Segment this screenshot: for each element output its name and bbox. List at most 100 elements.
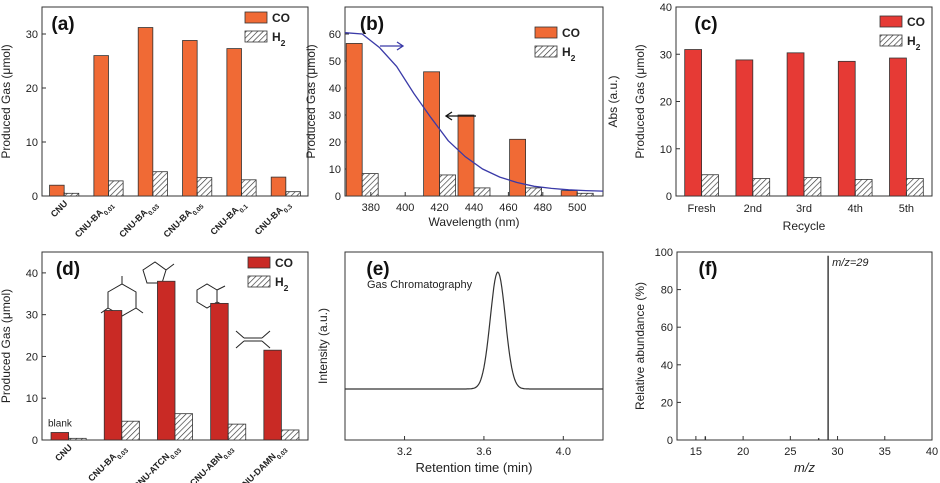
panel-f-ylabel: Relative abundance (%) <box>633 282 647 410</box>
panel-b-panel-label: (b) <box>360 14 384 35</box>
panel-c-bar-co <box>837 60 856 197</box>
panel-a-bar-h2 <box>241 179 257 197</box>
panel-f-xtick-label: 35 <box>879 446 891 458</box>
panel-b-ytick-label: 30 <box>329 110 341 122</box>
panel-c-ytick-label: 10 <box>660 144 672 156</box>
panel-a-ytick-label: 10 <box>26 137 38 149</box>
panel-c-legend-swatch <box>879 15 903 28</box>
panel-e-chromatogram-line <box>345 271 603 390</box>
panel-a-xtick-label: CNU-BA0.03 <box>117 198 161 242</box>
panel-b-legend-swatch <box>534 45 558 58</box>
panel-d-legend-swatch <box>247 256 271 269</box>
panel-d-xtick-label: CNU-ATCN0.03 <box>131 442 183 483</box>
panel-a-bar-h2 <box>196 177 213 197</box>
panel-d-ylabel: Produced Gas (μmol) <box>0 289 13 403</box>
panel-e-xtick-label: 4.0 <box>556 446 571 458</box>
panel-b-bar-h2 <box>525 187 542 197</box>
panel-d-ytick-label: 10 <box>26 393 38 405</box>
panel-f-panel-label: (f) <box>699 259 718 280</box>
panel-f-xtick-label: 30 <box>831 446 843 458</box>
panel-c-ytick-label: 40 <box>660 2 672 14</box>
panel-b-legend-swatch <box>534 26 558 39</box>
panel-d-ytick-label: 20 <box>26 351 38 363</box>
panel-d-bar-co <box>210 302 229 441</box>
panel-b-ytick-label: 60 <box>329 29 341 41</box>
panel-c-ytick-label: 30 <box>660 49 672 61</box>
panel-a-xtick-label: CNU-BA0.01 <box>73 198 117 242</box>
panel-c-bar-h2 <box>803 177 822 197</box>
panel-a-bar-h2 <box>63 192 80 197</box>
panel-f-ytick-label: 20 <box>661 397 673 409</box>
panel-b-ylabel: Produced Gas (μmol) <box>304 44 318 158</box>
panel-b-bar-co <box>345 43 363 197</box>
panel-a-bar-co <box>182 40 198 197</box>
panel-b-arrow-left-icon <box>444 111 476 121</box>
panel-f-xtick-label: 20 <box>737 446 749 458</box>
panel-b-ytick-label: 40 <box>329 83 341 95</box>
molecule-barbituric-acid-icon <box>100 276 144 317</box>
panel-a-frame <box>41 6 309 197</box>
panel-f-ytick-label: 80 <box>661 285 673 297</box>
panel-a-panel-label: (a) <box>51 14 74 35</box>
panel-b-arrow-right-icon <box>380 41 405 51</box>
panel-f-ytick-label: 100 <box>655 247 673 259</box>
panel-b-legend-label: H2 <box>562 45 576 63</box>
panel-b-bar-co <box>423 71 441 197</box>
panel-d-bar-h2 <box>121 420 140 441</box>
panel-b-xtick-label: 420 <box>430 202 448 214</box>
panel-b-bar-h2 <box>361 173 379 197</box>
panel-b-bar-h2 <box>473 187 491 197</box>
panel-f-frame <box>676 251 933 441</box>
panel-a-xtick-label: CNU-BA0.05 <box>162 198 206 242</box>
panel-d-ytick-label: 40 <box>26 268 38 280</box>
panel-c-xtick-label: Fresh <box>688 203 716 215</box>
panel-a-bar-co <box>270 176 287 197</box>
panel-a-bar-co <box>137 27 154 197</box>
panel-a-bar-h2 <box>108 180 124 197</box>
panel-d-xtick-label: CNU-ABN0.03 <box>188 442 236 483</box>
panel-c-xlabel: Recycle <box>783 219 826 233</box>
panel-f-ytick-label: 0 <box>667 435 673 447</box>
panel-d-bar-co <box>157 280 176 441</box>
panel-b-ytick-label: 20 <box>329 137 341 149</box>
panel-d-bar-co <box>103 310 123 441</box>
panel-a-ytick-label: 30 <box>26 29 38 41</box>
panel-b-bar-co <box>560 190 578 197</box>
panel-a-legend-label: CO <box>272 11 290 25</box>
panel-c-bar-h2 <box>701 174 719 197</box>
panel-d-xtick-label: CNU-DAMN0.03 <box>236 442 290 483</box>
panel-a-bar-co <box>226 48 242 197</box>
panel-a-bar-h2 <box>285 191 301 197</box>
panel-c-ylabel: Produced Gas (μmol) <box>633 44 647 158</box>
panel-d-legend-label: H2 <box>275 275 289 293</box>
panel-b-xtick-label: 500 <box>568 202 586 214</box>
panel-b-bar-co <box>457 114 475 197</box>
panel-d-xtick-label: CNU-BA0.03 <box>86 442 130 483</box>
panel-d-bar-h2 <box>280 429 300 441</box>
panel-d-ytick-label: 30 <box>26 310 38 322</box>
panel-d-xtick-label: CNU <box>53 442 74 463</box>
panel-b-xtick-label: 460 <box>499 202 517 214</box>
panel-e-title: Gas Chromatography <box>367 279 473 291</box>
panel-b: 0 10 20 30 40 50 60 Produced Gas (μmol) Abs (a.u… <box>304 6 620 229</box>
panel-a-ylabel: Produced Gas (μmol) <box>0 44 13 158</box>
panel-c-bar-h2 <box>752 178 771 197</box>
panel-c-legend-label: H2 <box>907 34 921 52</box>
panel-b-xtick-label: 480 <box>534 202 552 214</box>
panel-a-ytick-label: 0 <box>32 191 38 203</box>
panel-a-xtick-label: CNU-BA0.1 <box>208 198 249 239</box>
panel-b-bar-h2 <box>576 192 594 197</box>
panel-d-legend-label: CO <box>275 256 293 270</box>
panel-b-ytick-label: 0 <box>335 191 341 203</box>
panel-a-legend-swatch <box>244 30 268 43</box>
panel-b-xtick-label: 400 <box>396 202 414 214</box>
panel-c-xtick-label: 3rd <box>796 203 812 215</box>
panel-f-xtick-label: 25 <box>784 446 796 458</box>
panel-d-panel-label: (d) <box>56 259 80 280</box>
panel-c-bar-h2 <box>854 179 873 197</box>
panel-d-bar-co <box>50 432 69 441</box>
panel-c-panel-label: (c) <box>694 14 717 35</box>
panel-f-xtick-label: 40 <box>926 446 938 458</box>
